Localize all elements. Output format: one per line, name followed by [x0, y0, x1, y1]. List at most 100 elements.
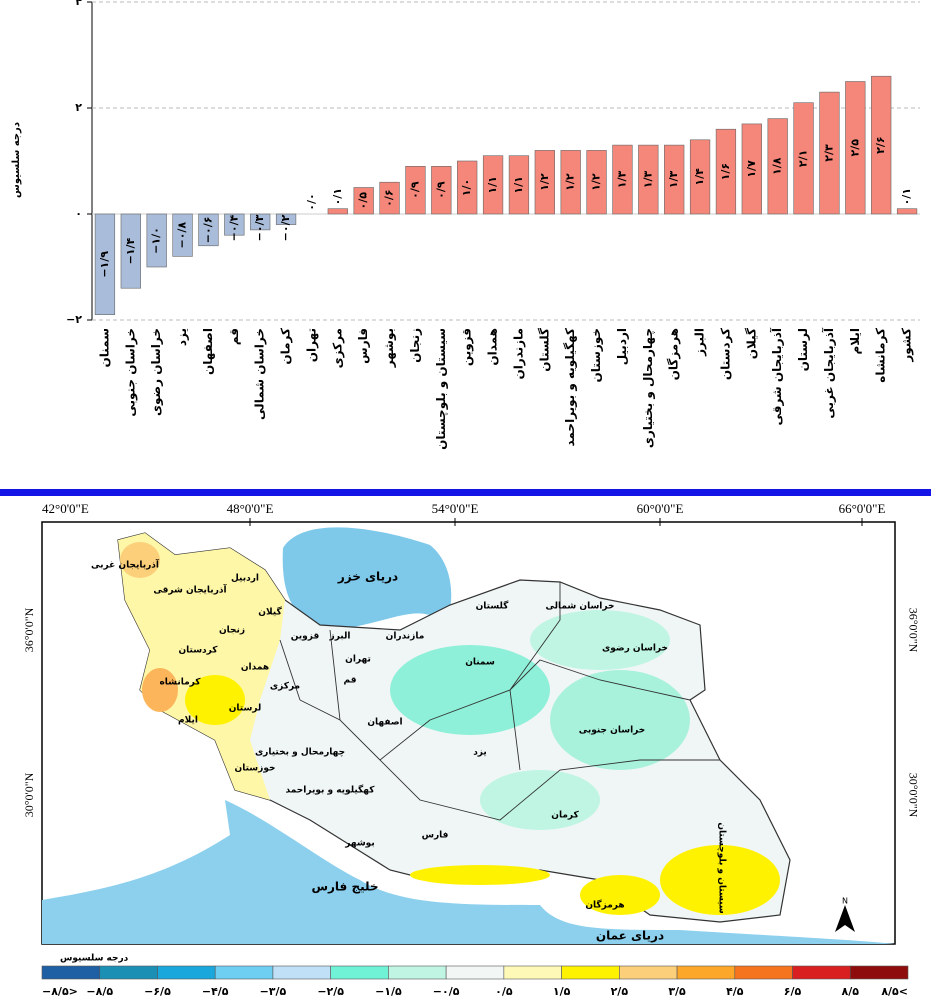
- legend-swatch: [388, 965, 447, 980]
- bar: [198, 213, 219, 247]
- legend-label: ۶/۵: [784, 985, 802, 998]
- x-tick-label: همدان: [486, 328, 500, 366]
- value-label: ۱/۳: [641, 171, 654, 189]
- value-label: −۰/۸: [176, 222, 189, 249]
- water-label: دریای خزر: [337, 570, 398, 584]
- value-label: ۱/۲: [538, 173, 551, 191]
- value-label: ۲/۱: [797, 150, 810, 167]
- value-label: ۱/۳: [667, 171, 680, 189]
- value-label: ۰/۵: [357, 192, 370, 210]
- region-label: فارس: [422, 831, 449, 841]
- x-tick-label: آذربایجان شرقی: [769, 327, 784, 425]
- legend-label: −۳/۵: [260, 985, 287, 998]
- cool-spot: [480, 770, 600, 830]
- value-label: ۲/۶: [874, 136, 887, 153]
- legend-label: ۳/۵: [668, 985, 686, 998]
- lat-label: 36°0'0"N: [906, 608, 920, 653]
- y-tick-label: ۴: [75, 0, 82, 8]
- legend-label: −۲/۵: [317, 985, 344, 998]
- legend-swatch: [503, 965, 562, 980]
- legend-label: −۱/۵: [375, 985, 402, 998]
- x-tick-label: کهگیلویه و بویراحمد: [563, 328, 578, 447]
- province-borders: [279, 582, 720, 821]
- bar: [94, 213, 116, 315]
- x-tick-label: مازندران: [511, 328, 525, 380]
- lat-label: 36°0'0"N: [22, 607, 36, 652]
- legend-swatch: [272, 965, 331, 980]
- value-label: ۱/۶: [719, 163, 732, 180]
- cool-spot: [390, 645, 550, 735]
- value-label: ۲/۳: [822, 144, 835, 162]
- bar: [120, 213, 141, 289]
- region-label: چهارمحال و بختیاری: [255, 748, 345, 758]
- value-label: −۱/۰: [150, 227, 163, 254]
- north-arrow: [835, 905, 855, 932]
- x-tick-label: یزد: [175, 328, 189, 346]
- lon-label: 60°0'0"E: [637, 501, 684, 516]
- value-label: −۰/۲: [279, 214, 292, 241]
- legend-swatch: [561, 965, 620, 980]
- cool-spot: [550, 670, 690, 770]
- bar: [741, 123, 762, 215]
- x-tick-label: ایلام: [848, 328, 863, 355]
- value-label: ۱/۱: [486, 176, 499, 193]
- region-label: قم: [344, 676, 357, 686]
- x-tick-label: کردستان: [718, 328, 732, 380]
- region-label: بوشهر: [344, 839, 374, 849]
- value-label: ۱/۲: [564, 173, 577, 191]
- warm-spot: [660, 845, 780, 915]
- bar: [482, 155, 504, 215]
- region-label: کرمان: [551, 811, 579, 821]
- separator: [0, 489, 931, 496]
- region-label: همدان: [241, 663, 269, 673]
- value-label: −۱/۹: [98, 251, 111, 278]
- lon-label: 66°0'0"E: [839, 501, 886, 516]
- region-label: آذربایجان شرقی: [153, 584, 227, 596]
- x-tick-label: کرمانشاه: [874, 328, 888, 383]
- bar: [172, 213, 193, 257]
- region-label: آذربایجان غربی: [91, 559, 160, 571]
- map-drawing: [42, 527, 895, 944]
- x-tick-label: آذربایجان غربی: [821, 327, 836, 418]
- west-warm: [118, 533, 285, 800]
- bar: [586, 150, 607, 215]
- region-label: کرمانشاه: [159, 678, 201, 688]
- legend-label: ۲/۵: [611, 985, 629, 998]
- legend-swatch: [330, 965, 389, 980]
- caspian: [282, 527, 452, 630]
- region-label: هرمزگان: [585, 899, 624, 911]
- region-label: گلستان: [476, 600, 510, 612]
- lon-label: 42°0'0"E: [42, 501, 89, 516]
- warm-spot: [580, 875, 660, 915]
- x-tick-label: خراسان شمالی: [253, 328, 267, 420]
- x-tick-label: سمنان: [97, 328, 111, 368]
- value-label: −۱/۴: [124, 237, 137, 264]
- region-label: سمنان: [465, 658, 495, 668]
- value-label: −۰/۴: [227, 214, 240, 241]
- legend-label: −۸/۵: [86, 985, 113, 998]
- value-label: ۰/۱: [900, 188, 913, 205]
- warm-spot: [410, 865, 550, 885]
- legend-label: −۸/۵>: [42, 985, 78, 998]
- value-label: ۰/۶: [383, 189, 396, 206]
- bar: [431, 166, 452, 215]
- legend-label: ۸/۵: [842, 985, 860, 998]
- legend-title: درجه سلسیوس: [60, 954, 129, 964]
- value-label: ۱/۴: [693, 168, 706, 186]
- value-label: ۱/۸: [771, 157, 784, 175]
- hot-spot: [120, 542, 160, 578]
- region-label: مازندران: [386, 632, 425, 642]
- x-tick-label: گیلان: [744, 328, 758, 359]
- value-label: −۰/۶: [201, 217, 214, 244]
- legend-swatch: [214, 965, 274, 980]
- hot-spot: [142, 668, 178, 712]
- legend-swatch: [619, 965, 678, 980]
- legend-label: −۴/۵: [202, 985, 229, 998]
- x-tick-label: زنجان: [408, 328, 422, 363]
- region-label: خراسان رضوی: [602, 644, 668, 654]
- lon-label: 54°0'0"E: [432, 501, 479, 516]
- x-tick-label: هرمزگان: [667, 328, 681, 380]
- x-tick-label: خراسان جنوبی: [123, 328, 138, 417]
- region-label: سیستان و بلوچستان: [717, 822, 727, 914]
